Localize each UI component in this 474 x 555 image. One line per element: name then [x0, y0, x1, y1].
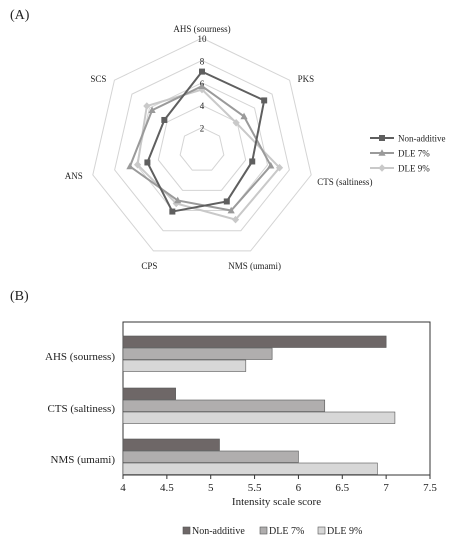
radar-grid-ring-8 — [114, 59, 290, 232]
bar-legend-label-dle-7: DLE 7% — [269, 526, 304, 537]
radar-legend-marker-dle-7 — [378, 149, 386, 156]
radar-point-non-additive-pks — [261, 97, 268, 104]
bar-cts-saltiness-non-additive — [122, 387, 176, 400]
radar-point-dle-9-ans — [133, 160, 142, 169]
radar-point-dle-7-pks — [240, 112, 248, 120]
bar-ahs-sourness-dle-9 — [122, 359, 247, 372]
radar-point-dle-7-ahs-sourness — [198, 82, 206, 89]
radar-point-non-additive-ahs-sourness — [199, 68, 205, 75]
bar-x-tick-label: 6 — [296, 482, 302, 494]
bar-x-tick-label: 4.5 — [160, 482, 174, 494]
radar-point-non-additive-cps — [169, 208, 176, 215]
radar-axis-label-pks: PKS — [298, 74, 315, 84]
radar-point-dle-7-nms-umami — [227, 206, 235, 214]
radar-axis-label-ahs-sourness: AHS (sourness) — [173, 24, 230, 34]
bar-group-cts-saltiness — [122, 387, 396, 424]
radar-point-dle-9-nms-umami — [231, 215, 240, 224]
radar-point-non-additive-cts-saltiness — [249, 158, 256, 165]
radar-line-dle-9 — [136, 88, 281, 221]
radar-tick-label: 2 — [200, 124, 205, 134]
bar-nms-umami-dle-7 — [122, 450, 299, 463]
radar-point-non-additive-ans — [144, 159, 151, 166]
bar-x-tick-label: 5.5 — [248, 482, 262, 494]
radar-point-dle-7-cps — [174, 196, 182, 204]
bar-cts-saltiness-dle-7 — [122, 399, 326, 412]
bar-nms-umami-non-additive — [122, 438, 220, 451]
bar-category-label-ahs-sourness: AHS (sourness) — [45, 351, 115, 363]
radar-legend-marker-dle-9 — [378, 164, 386, 172]
bar-nms-umami-dle-9 — [122, 462, 378, 475]
bar-group-nms-umami — [122, 438, 378, 475]
bar-x-tick-label: 7.5 — [423, 482, 437, 494]
bar-legend-swatch-non-additive — [182, 526, 191, 535]
radar-point-dle-7-scs — [148, 106, 156, 113]
radar-legend-label-non-additive: Non-additive — [398, 134, 446, 144]
bar-group-ahs-sourness — [122, 335, 387, 372]
bar-category-label-nms-umami: NMS (umami) — [51, 454, 116, 466]
radar-axis-label-nms-umami: NMS (umami) — [228, 261, 281, 271]
radar-point-non-additive-scs — [161, 116, 168, 123]
radar-point-dle-9-pks — [232, 118, 240, 127]
radar-grid-ring-10 — [92, 37, 312, 252]
radar-legend: Non-additive DLE 7% DLE 9% — [370, 134, 446, 174]
bar-category-label-cts-saltiness: CTS (saltiness) — [47, 403, 115, 415]
radar-point-dle-7-ans — [126, 162, 134, 170]
bar-legend-swatch-dle-9 — [317, 526, 326, 535]
bar-legend-label-non-additive: Non-additive — [192, 526, 245, 537]
radar-legend-label-dle-7: DLE 7% — [398, 149, 430, 159]
radar-axis-label-cts-saltiness: CTS (saltiness) — [317, 177, 372, 187]
radar-point-dle-7-cts-saltiness — [267, 161, 275, 169]
bar-ahs-sourness-non-additive — [122, 335, 387, 348]
radar-line-non-additive — [146, 70, 266, 213]
radar-axis-label-ans: ANS — [65, 171, 83, 181]
radar-point-dle-9-cts-saltiness — [275, 163, 284, 172]
radar-grid-ring-4 — [157, 104, 247, 191]
radar-grid-ring-2 — [179, 127, 225, 171]
bar-legend-swatch-dle-7 — [259, 526, 268, 535]
bar-ahs-sourness-dle-7 — [122, 347, 273, 360]
radar-point-non-additive-nms-umami — [223, 198, 230, 205]
bar-x-axis-label: Intensity scale score — [232, 496, 321, 508]
radar-axis-label-cps: CPS — [141, 261, 157, 271]
radar-legend-label-dle-9: DLE 9% — [398, 164, 430, 174]
radar-axis-label-scs: SCS — [90, 74, 106, 84]
bar-x-tick-label: 7 — [383, 482, 389, 494]
radar-legend-marker-non-additive — [379, 135, 385, 141]
bar-x-tick-label: 5 — [208, 482, 214, 494]
bar-legend: Non-additive DLE 7% DLE 9% — [182, 526, 362, 537]
bar-legend-label-dle-9: DLE 9% — [327, 526, 362, 537]
bar-x-tick-label: 4 — [120, 482, 126, 494]
radar-series-non-additive — [144, 68, 268, 215]
bar-x-tick-label: 6.5 — [335, 482, 349, 494]
radar-point-dle-9-scs — [143, 102, 151, 110]
radar-tick-label: 8 — [200, 56, 205, 66]
panel-b-label: (B) — [10, 289, 29, 304]
bar-cts-saltiness-dle-9 — [122, 411, 396, 424]
panel-a-label: (A) — [10, 8, 30, 23]
radar-tick-label: 10 — [198, 34, 208, 44]
radar-tick-label: 4 — [200, 101, 205, 111]
